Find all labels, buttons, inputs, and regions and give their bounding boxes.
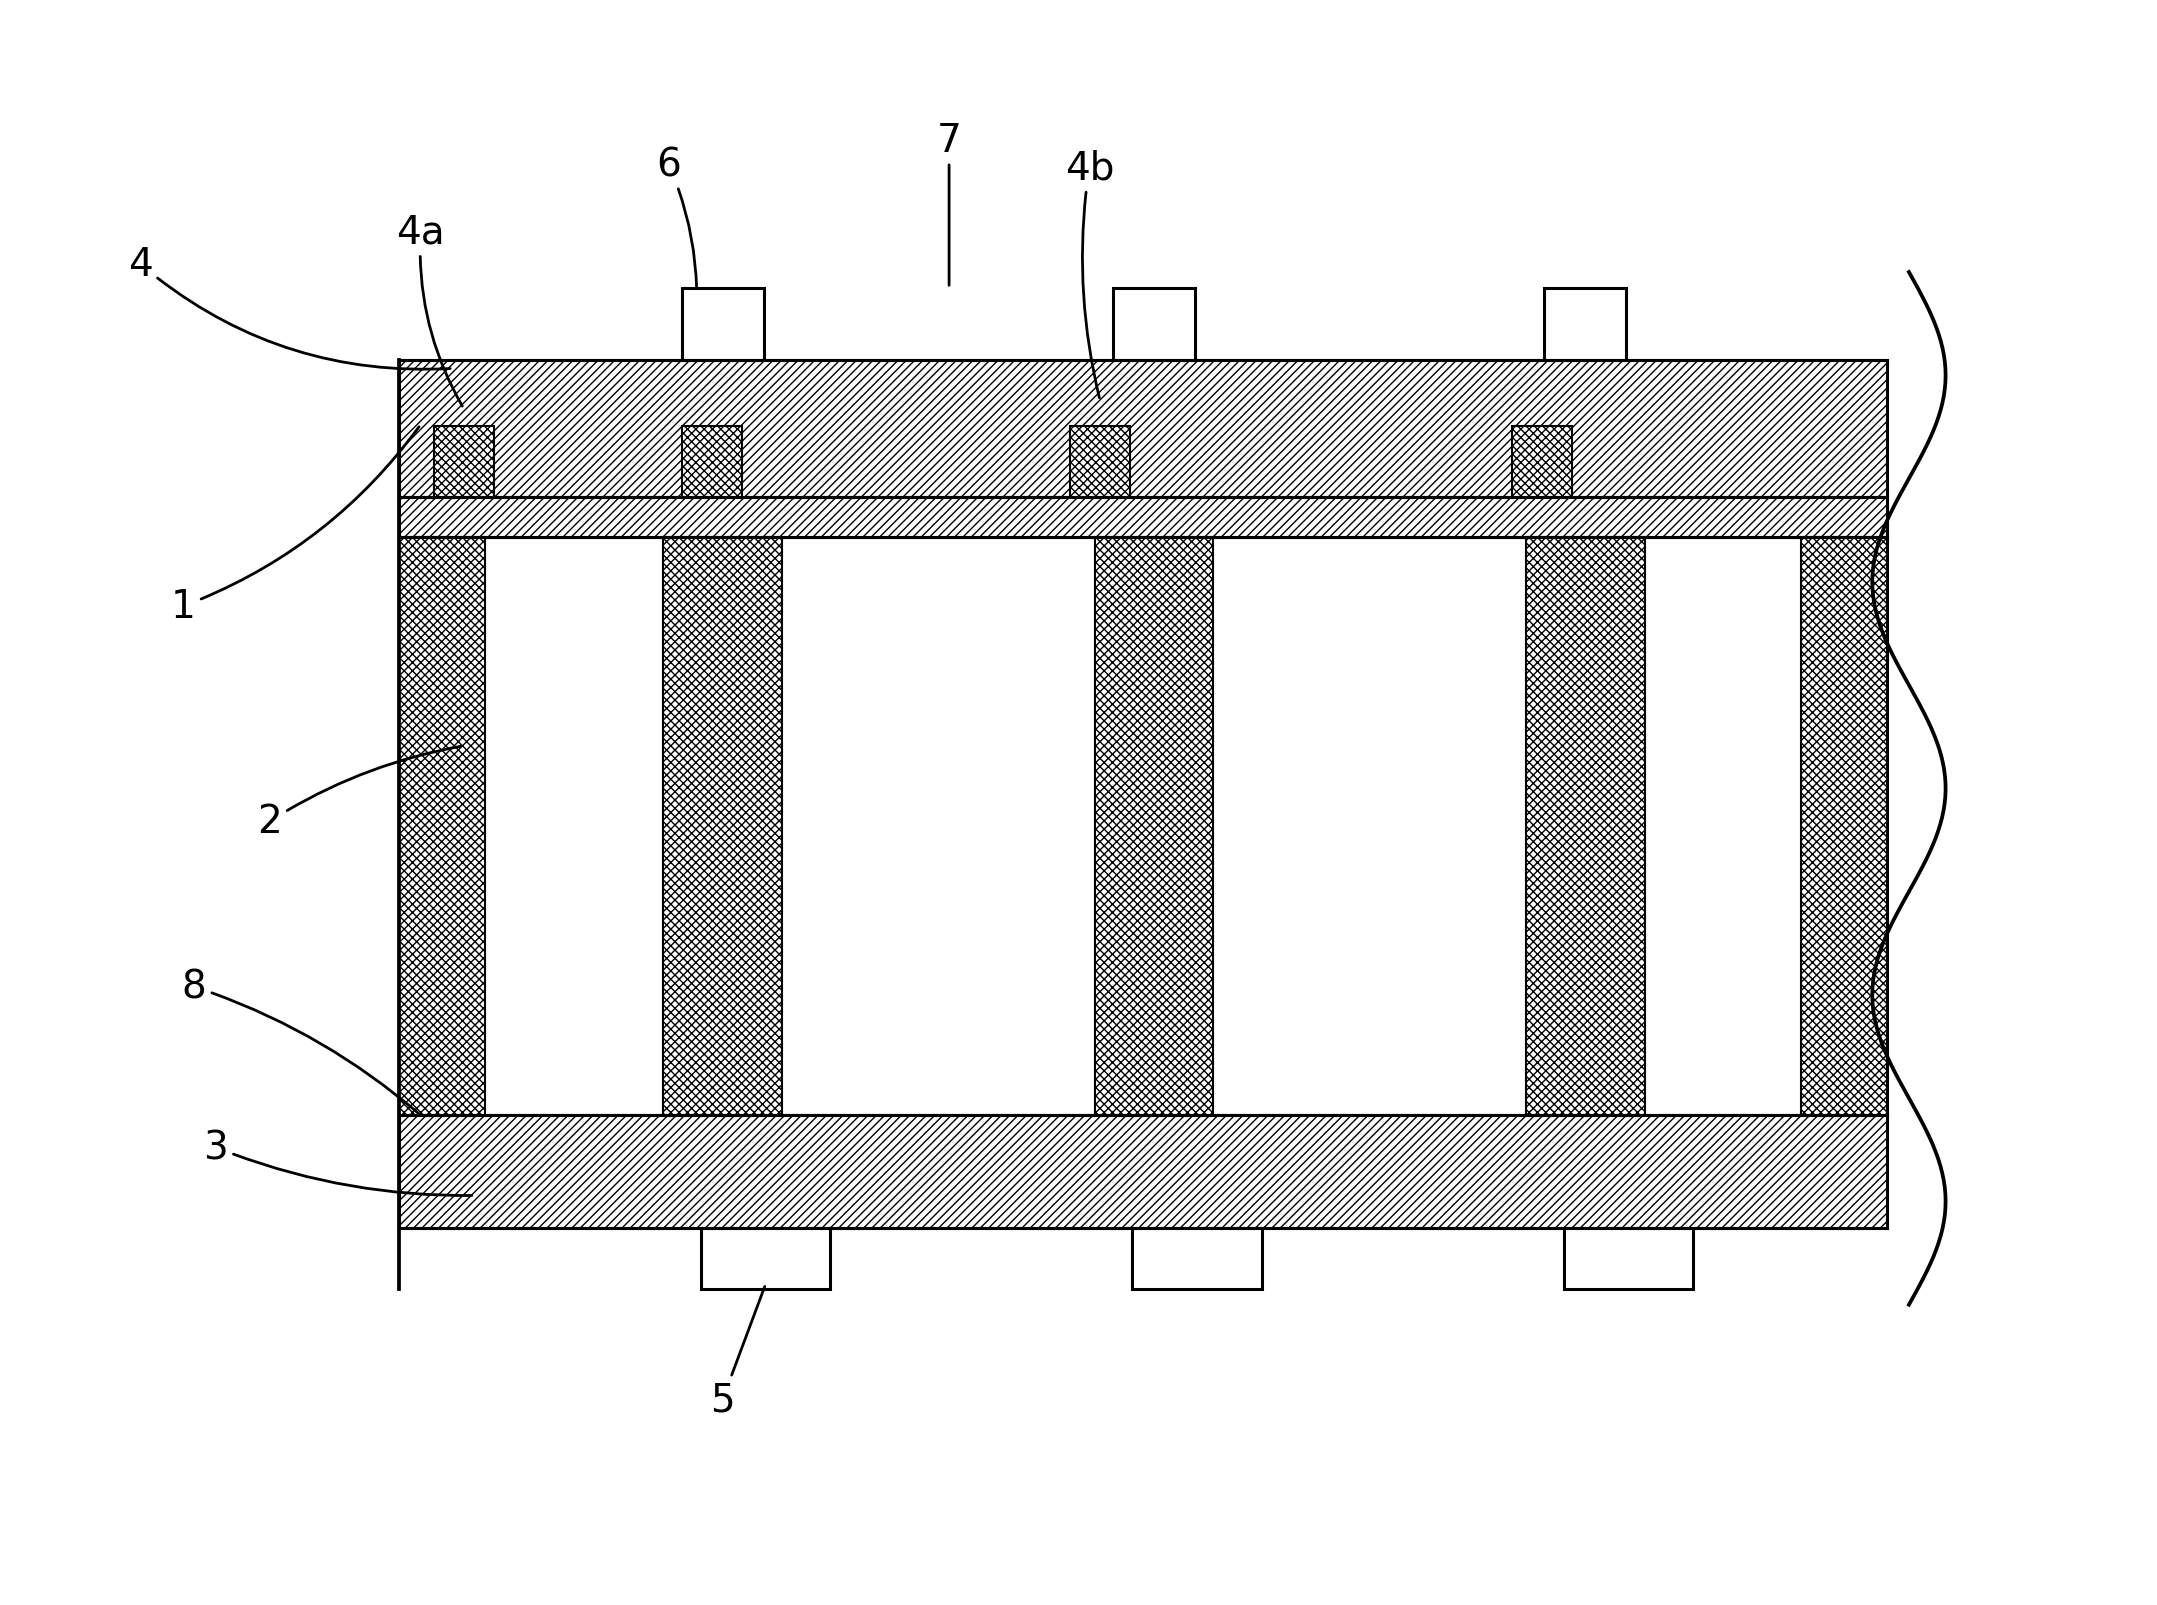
Bar (1096, 538, 1212, 1115)
Bar (399, 498, 1887, 538)
Bar (1564, 1228, 1693, 1289)
Bar (1070, 427, 1130, 498)
Text: 3: 3 (203, 1128, 472, 1196)
Text: 5: 5 (710, 1287, 766, 1419)
Text: 8: 8 (181, 968, 418, 1114)
Bar (399, 538, 1887, 1115)
Bar (701, 1228, 830, 1289)
Bar (1544, 289, 1626, 361)
Bar (682, 427, 742, 498)
Text: 1: 1 (170, 427, 418, 626)
Bar (1512, 427, 1572, 498)
Bar (1527, 538, 1644, 1115)
Bar (1801, 538, 1887, 1115)
Text: 4: 4 (127, 246, 451, 371)
Bar (399, 1115, 1887, 1228)
Bar (399, 538, 485, 1115)
Bar (434, 427, 494, 498)
Text: 7: 7 (936, 122, 962, 286)
Bar (682, 289, 764, 361)
Bar (399, 361, 1887, 498)
Bar (664, 538, 783, 1115)
Bar (1113, 289, 1195, 361)
Text: 4a: 4a (397, 213, 462, 408)
Text: 4b: 4b (1066, 149, 1113, 398)
Text: 2: 2 (257, 746, 462, 841)
Bar (1132, 1228, 1262, 1289)
Text: 6: 6 (656, 146, 697, 289)
